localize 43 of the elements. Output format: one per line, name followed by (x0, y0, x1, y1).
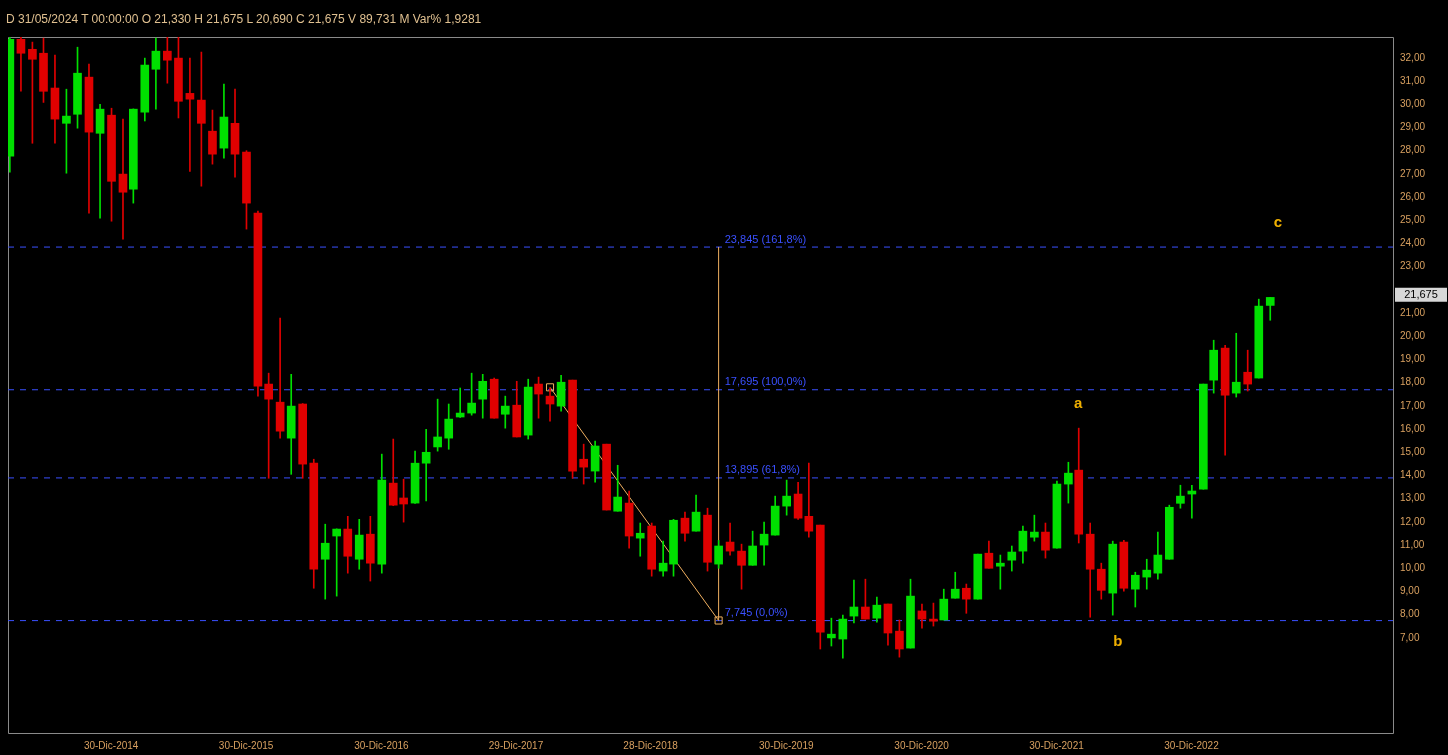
ref-line-label: 13,895 (61,8%) (724, 463, 800, 476)
x-tick-label: 30-Dic-2014 (83, 739, 139, 751)
y-tick-label: 14,00 (1400, 469, 1426, 481)
y-tick-label: 23,00 (1400, 260, 1426, 272)
y-tick-label: 32,00 (1400, 51, 1426, 63)
x-tick-label: 30-Dic-2022 (1164, 739, 1220, 751)
y-tick-label: 25,00 (1400, 214, 1426, 226)
y-tick-label: 28,00 (1400, 144, 1426, 156)
y-tick-label: 17,00 (1400, 399, 1426, 411)
y-tick-label: 12,00 (1400, 515, 1426, 527)
y-tick-label: 27,00 (1400, 167, 1426, 179)
y-tick-label: 13,00 (1400, 492, 1426, 504)
annotation: b (1113, 632, 1123, 650)
annotation: c (1273, 212, 1283, 230)
x-tick-label: 29-Dic-2017 (488, 739, 544, 751)
x-tick-label: 30-Dic-2021 (1029, 739, 1085, 751)
y-tick-label: 24,00 (1400, 237, 1426, 249)
y-tick-label: 7,00 (1400, 631, 1420, 643)
text: 21,675 (1404, 287, 1438, 300)
y-tick-label: 15,00 (1400, 446, 1426, 458)
y-tick-label: 9,00 (1400, 585, 1420, 597)
y-tick-label: 19,00 (1400, 353, 1426, 365)
y-tick-label: 26,00 (1400, 190, 1426, 202)
y-tick-label: 11,00 (1400, 538, 1425, 550)
chart-subtitle: D 31/05/2024 T 00:00:00 O 21,330 H 21,675 L 20,690 C 21,675 V 89,731 M Var% 1,9281 (6, 12, 482, 26)
x-tick-label: 30-Dic-2016 (354, 739, 410, 751)
y-tick-label: 31,00 (1400, 74, 1426, 86)
x-tick-label: 28-Dic-2018 (623, 739, 679, 751)
y-tick-label: 10,00 (1400, 562, 1426, 574)
y-tick-label: 8,00 (1400, 608, 1420, 620)
y-tick-label: 21,00 (1400, 306, 1426, 318)
ref-line-label: 17,695 (100,0%) (724, 375, 807, 388)
ref-line-label: 23,845 (161,8%) (724, 232, 807, 245)
x-tick-label: 30-Dic-2015 (218, 739, 274, 751)
ref-line-label: 7,745 (0,0%) (724, 606, 788, 619)
x-tick-label: 30-Dic-2020 (894, 739, 950, 751)
annotation: a (1073, 393, 1083, 411)
y-tick-label: 30,00 (1400, 98, 1426, 110)
x-tick-label: 30-Dic-2019 (759, 739, 814, 751)
y-tick-label: 29,00 (1400, 121, 1426, 133)
y-tick-label: 18,00 (1400, 376, 1426, 388)
y-tick-label: 16,00 (1400, 422, 1426, 434)
y-tick-label: 20,00 (1400, 330, 1426, 342)
